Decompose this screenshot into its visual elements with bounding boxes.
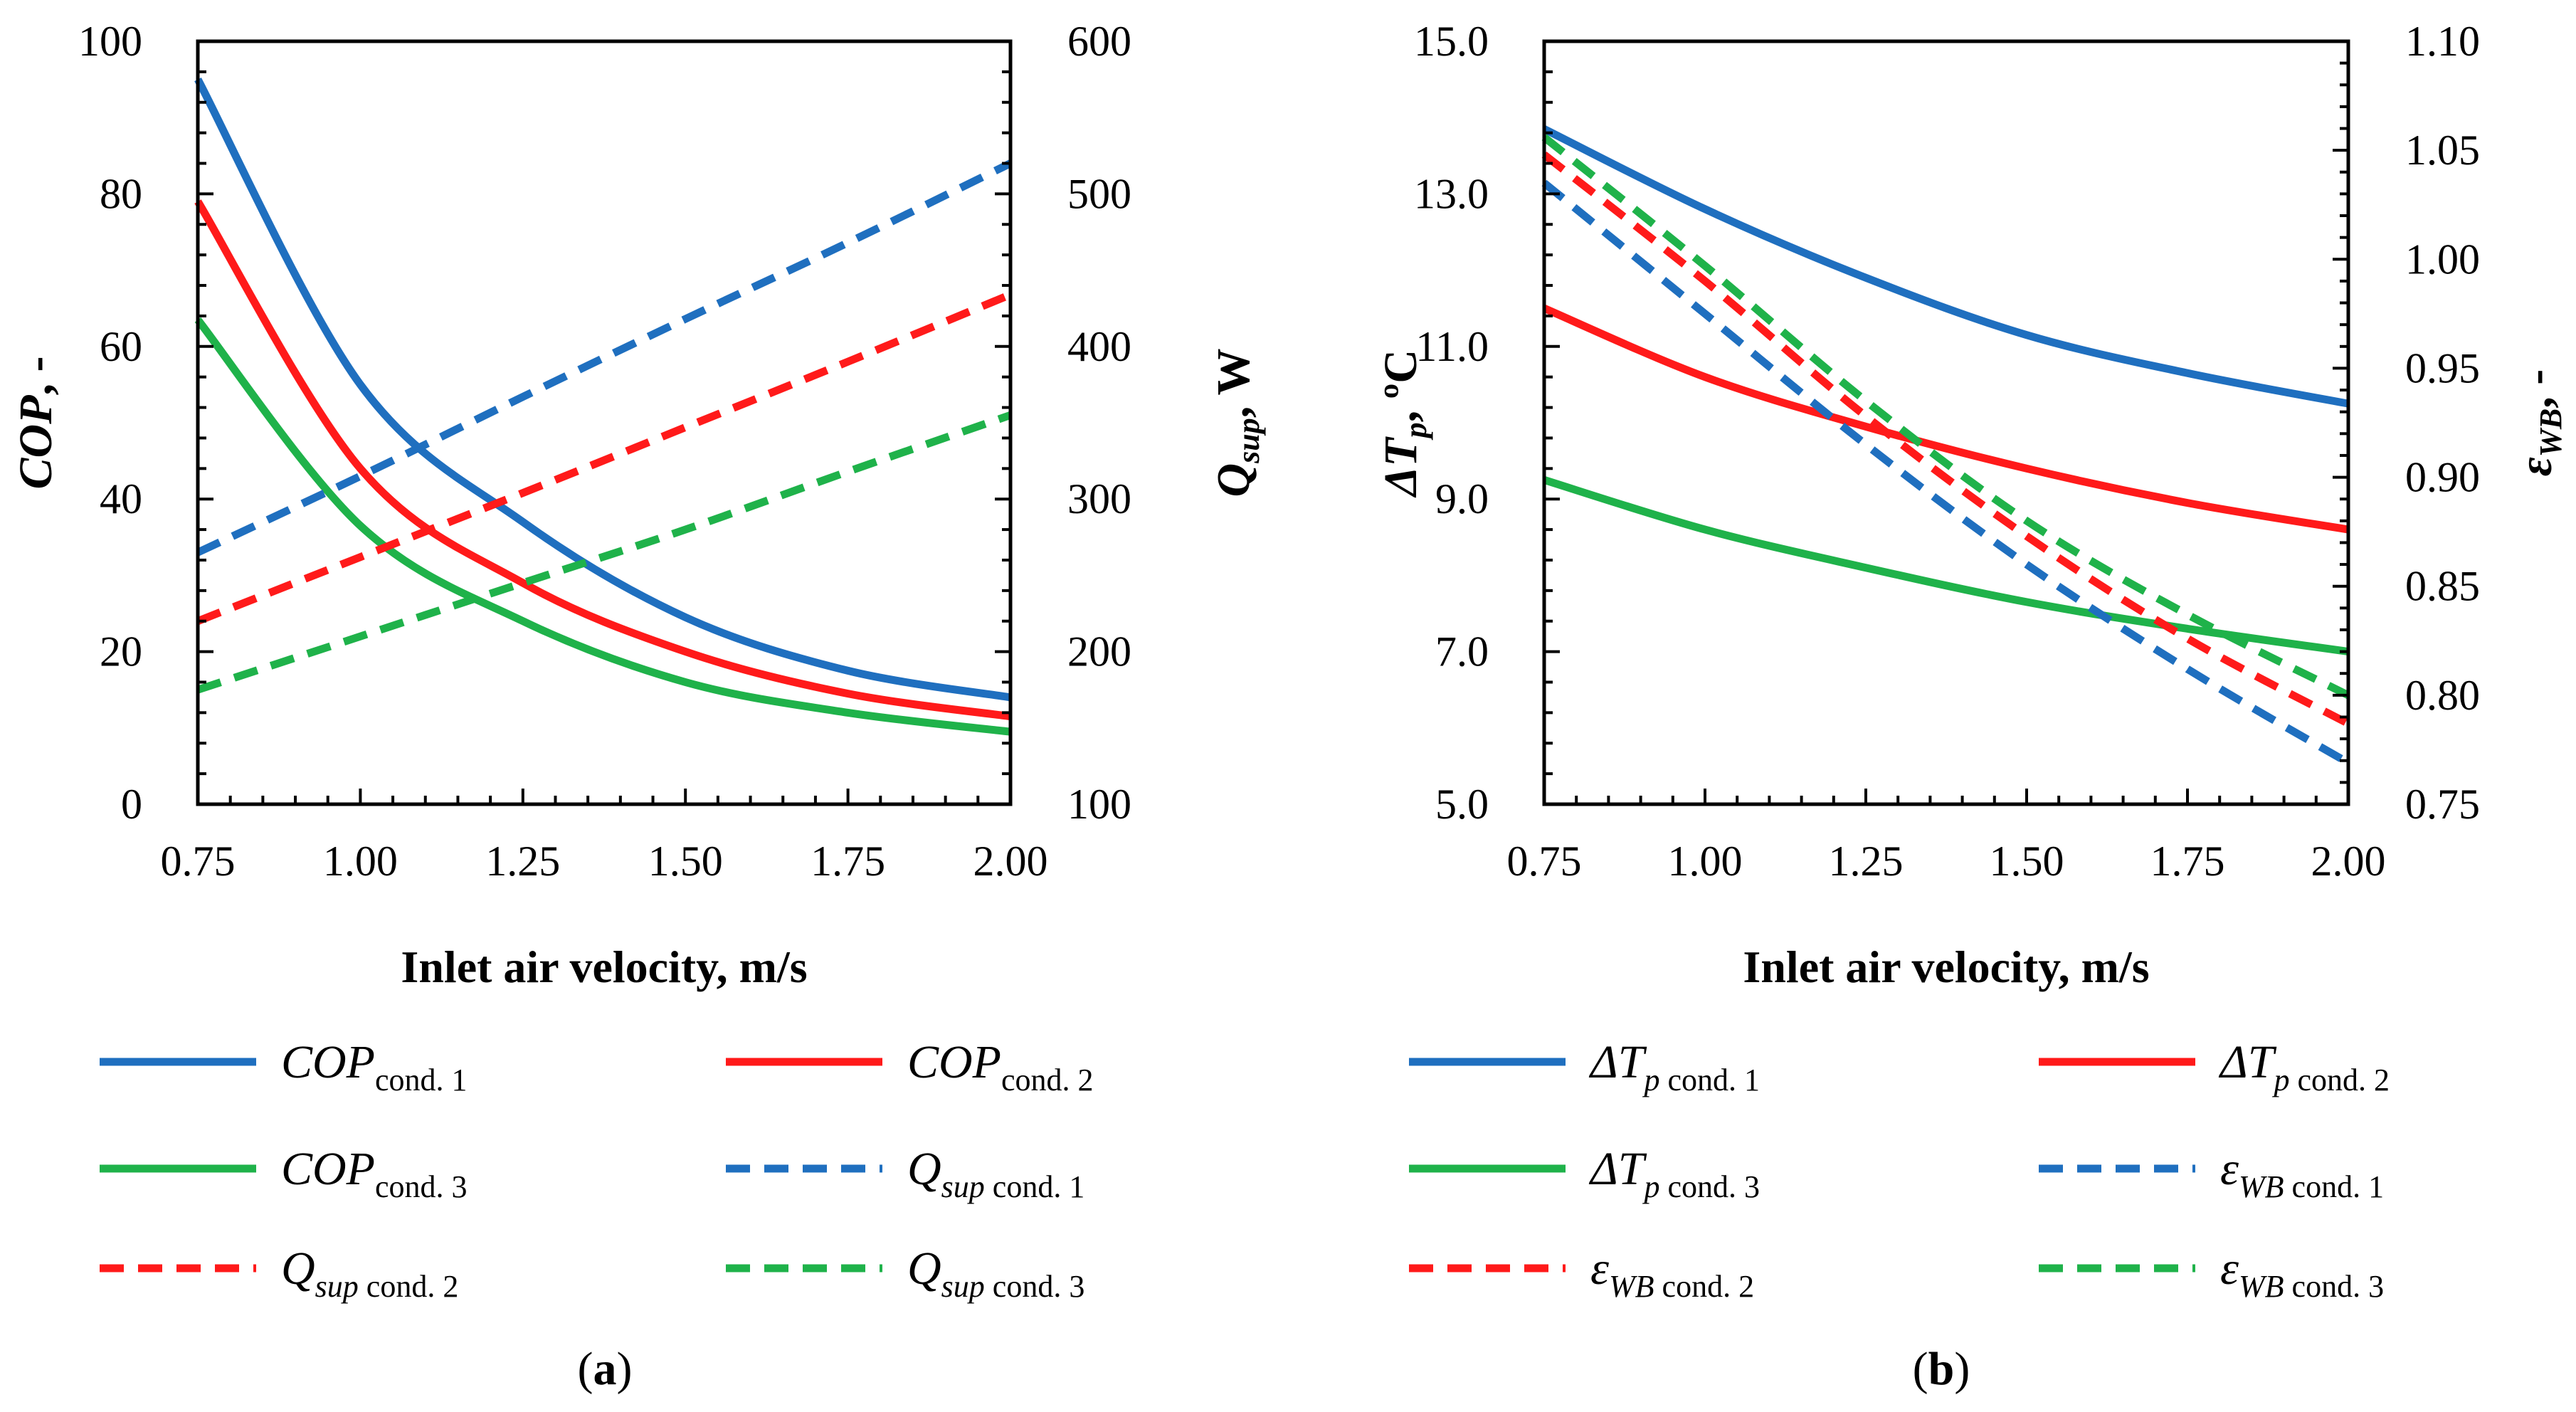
series-line-a-2 — [194, 317, 1011, 736]
x-tick-label: 1.00 — [1668, 838, 1743, 885]
y-tick-label-left: 100 — [78, 18, 142, 65]
legend-label: Qsup cond. 2 — [281, 1243, 458, 1304]
series-line-a-4 — [196, 290, 1013, 625]
x-tick-label: 2.00 — [2311, 838, 2386, 885]
y-tick-label-right: 0.80 — [2405, 672, 2480, 719]
y-tick-label-right: 600 — [1067, 18, 1131, 65]
legend-label: COPcond. 3 — [281, 1143, 468, 1204]
series-line-a-0 — [194, 78, 1011, 702]
plot-frame-a — [196, 39, 1013, 806]
y-tick-label-right: 400 — [1067, 323, 1131, 370]
legend-label: εWB cond. 1 — [2220, 1143, 2384, 1204]
y-tick-label-left: 0 — [121, 781, 142, 828]
y-tick-label-left: 40 — [100, 475, 142, 522]
y-axis-title-right: Qsup, W — [1208, 348, 1266, 497]
x-tick-label: 1.25 — [1829, 838, 1904, 885]
series-line-a-3 — [196, 159, 1013, 557]
series-line-b-3 — [1541, 179, 2350, 766]
x-tick-label: 2.00 — [973, 838, 1048, 885]
x-tick-label: 1.50 — [1990, 838, 2064, 885]
y-tick-label-right: 0.90 — [2405, 454, 2480, 501]
y-tick-label-left: 7.0 — [1435, 628, 1489, 675]
legend-label: ΔTp cond. 3 — [1588, 1143, 1760, 1204]
y-tick-label-right: 300 — [1067, 475, 1131, 522]
y-tick-label-right: 0.85 — [2405, 563, 2480, 610]
y-tick-label-left: 15.0 — [1414, 18, 1489, 65]
y-axis-title-right: εWB, - — [2510, 369, 2568, 477]
y-tick-label-right: 0.95 — [2405, 344, 2480, 391]
y-tick-label-right: 1.05 — [2405, 127, 2480, 174]
series-line-a-5 — [196, 411, 1012, 694]
x-tick-label: 1.50 — [648, 838, 723, 885]
series-line-b-1 — [1542, 305, 2349, 534]
x-tick-label: 1.25 — [485, 838, 560, 885]
legend-label: εWB cond. 2 — [1590, 1243, 1754, 1304]
x-tick-label: 1.00 — [323, 838, 398, 885]
plot-frame-b — [1542, 39, 2350, 806]
y-tick-label-left: 60 — [100, 323, 142, 370]
y-tick-label-right: 200 — [1067, 628, 1131, 675]
panel-label: (a) — [578, 1343, 633, 1395]
series-line-b-2 — [1543, 476, 2349, 656]
x-tick-label: 0.75 — [1507, 838, 1582, 885]
legend-label: εWB cond. 3 — [2220, 1243, 2384, 1304]
y-tick-label-right: 1.00 — [2405, 236, 2480, 283]
chart-b: 0.75 1.00 1.25 1.50 1.75 2.00 5.0 7.0 9.0 11.0 13.… — [1375, 18, 2568, 1395]
y-axis-title-left: ΔTp, ºC — [1375, 349, 1433, 498]
y-tick-label-right: 500 — [1067, 170, 1131, 217]
y-axis-title-left: COP, - — [10, 357, 62, 490]
legend-label: Qsup cond. 3 — [907, 1243, 1084, 1304]
x-tick-label: 1.75 — [2150, 838, 2225, 885]
series-line-a-1 — [194, 199, 1011, 721]
legend-label: ΔTp cond. 2 — [2218, 1036, 2390, 1097]
y-tick-label-left: 20 — [100, 628, 142, 675]
legend-label: Qsup cond. 1 — [907, 1143, 1084, 1204]
y-tick-label-right: 1.10 — [2405, 18, 2480, 65]
y-tick-label-left: 80 — [100, 170, 142, 217]
y-tick-label-left: 11.0 — [1415, 323, 1489, 370]
x-tick-label: 1.75 — [811, 838, 885, 885]
legend-label: COPcond. 1 — [281, 1036, 468, 1097]
y-tick-label-left: 9.0 — [1435, 475, 1489, 522]
series-line-b-4 — [1541, 151, 2350, 727]
x-axis-title: Inlet air velocity, m/s — [401, 942, 807, 992]
y-tick-label-right: 0.75 — [2405, 781, 2480, 828]
y-tick-label-left: 13.0 — [1414, 170, 1489, 217]
series-line-b-0 — [1542, 125, 2350, 408]
series-line-b-5 — [1541, 134, 2350, 699]
legend-label: ΔTp cond. 1 — [1588, 1036, 1760, 1097]
y-tick-label-left: 5.0 — [1435, 781, 1489, 828]
y-tick-label-right: 100 — [1067, 781, 1131, 828]
x-axis-title: Inlet air velocity, m/s — [1743, 942, 2149, 992]
legend-label: COPcond. 2 — [907, 1036, 1094, 1097]
x-tick-label: 0.75 — [161, 838, 236, 885]
chart-a: 0.75 1.00 1.25 1.50 1.75 2.00 0 20 40 60 80 100 100 2… — [10, 18, 1266, 1395]
panel-label: (b) — [1913, 1343, 1970, 1395]
